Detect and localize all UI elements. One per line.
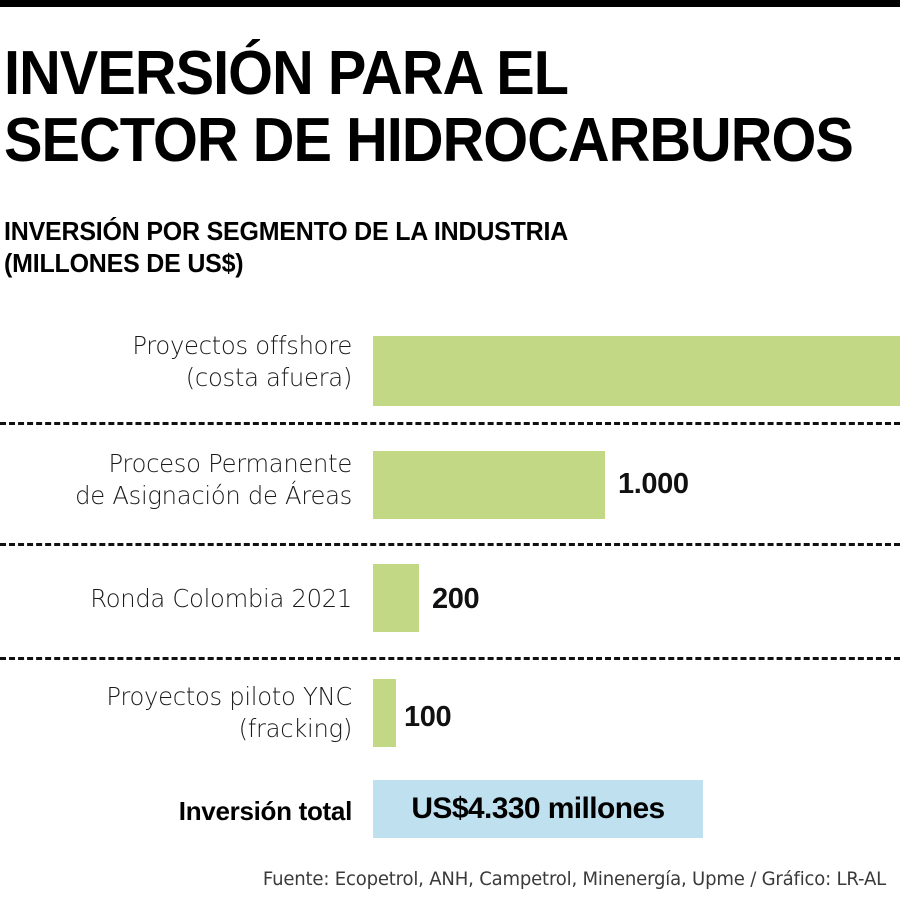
- chart-row-label-ync-line-2: (fracking): [238, 714, 353, 743]
- bar-chart: Proyectos offshore (costa afuera) Proces…: [0, 300, 900, 840]
- chart-bar-ync: [373, 679, 396, 747]
- page-subtitle-line-1: INVERSIÓN POR SEGMENTO DE LA INDUSTRIA: [4, 216, 569, 246]
- chart-row-label-ppaa: Proceso Permanente de Asignación de Área…: [11, 448, 352, 512]
- chart-bar-ronda: [373, 564, 419, 632]
- chart-value-ppaa: 1.000: [618, 468, 689, 500]
- chart-row-label-ppaa-line-2: de Asignación de Áreas: [75, 481, 352, 510]
- chart-row-label-ync-line-1: Proyectos piloto YNC: [106, 682, 352, 711]
- page-title-line-2: SECTOR DE HIDROCARBUROS: [4, 106, 854, 175]
- chart-row-ronda: Ronda Colombia 2021 200: [0, 543, 900, 657]
- chart-row-label-ync: Proyectos piloto YNC (fracking): [11, 681, 352, 745]
- chart-divider-1: [0, 422, 900, 425]
- chart-total-label: Inversión total: [178, 796, 353, 826]
- chart-value-ync: 100: [404, 701, 452, 733]
- page-subtitle-line-2: (MILLONES DE US$): [4, 248, 244, 278]
- page-title: INVERSIÓN PARA EL SECTOR DE HIDROCARBURO…: [4, 40, 897, 174]
- chart-value-ronda: 200: [432, 583, 480, 615]
- chart-row-label-offshore: Proyectos offshore (costa afuera): [11, 330, 352, 394]
- chart-row-ync: Proyectos piloto YNC (fracking) 100: [0, 657, 900, 770]
- chart-bar-ppaa: [373, 451, 605, 519]
- chart-row-ppaa: Proceso Permanente de Asignación de Área…: [0, 422, 900, 543]
- source-credit: Fuente: Ecopetrol, ANH, Campetrol, Minen…: [262, 868, 886, 890]
- chart-total-row: Inversión total US$4.330 millones: [0, 780, 900, 842]
- chart-divider-3: [0, 657, 900, 660]
- chart-row-label-offshore-line-1: Proyectos offshore: [132, 331, 352, 360]
- chart-divider-2: [0, 543, 900, 546]
- chart-row-label-ppaa-line-1: Proceso Permanente: [108, 449, 353, 478]
- page-subtitle: INVERSIÓN POR SEGMENTO DE LA INDUSTRIA (…: [4, 215, 849, 279]
- chart-row-label-ronda: Ronda Colombia 2021: [11, 583, 352, 615]
- chart-total-value: US$4.330 millones: [411, 792, 665, 825]
- chart-row-label-offshore-line-2: (costa afuera): [185, 363, 353, 392]
- chart-bar-offshore: [373, 336, 900, 406]
- page-title-line-1: INVERSIÓN PARA EL: [4, 39, 569, 108]
- top-rule-divider: [0, 0, 900, 7]
- chart-total-box: US$4.330 millones: [373, 780, 703, 838]
- chart-row-offshore: Proyectos offshore (costa afuera): [0, 300, 900, 422]
- chart-row-label-ronda-line-1: Ronda Colombia 2021: [90, 584, 352, 613]
